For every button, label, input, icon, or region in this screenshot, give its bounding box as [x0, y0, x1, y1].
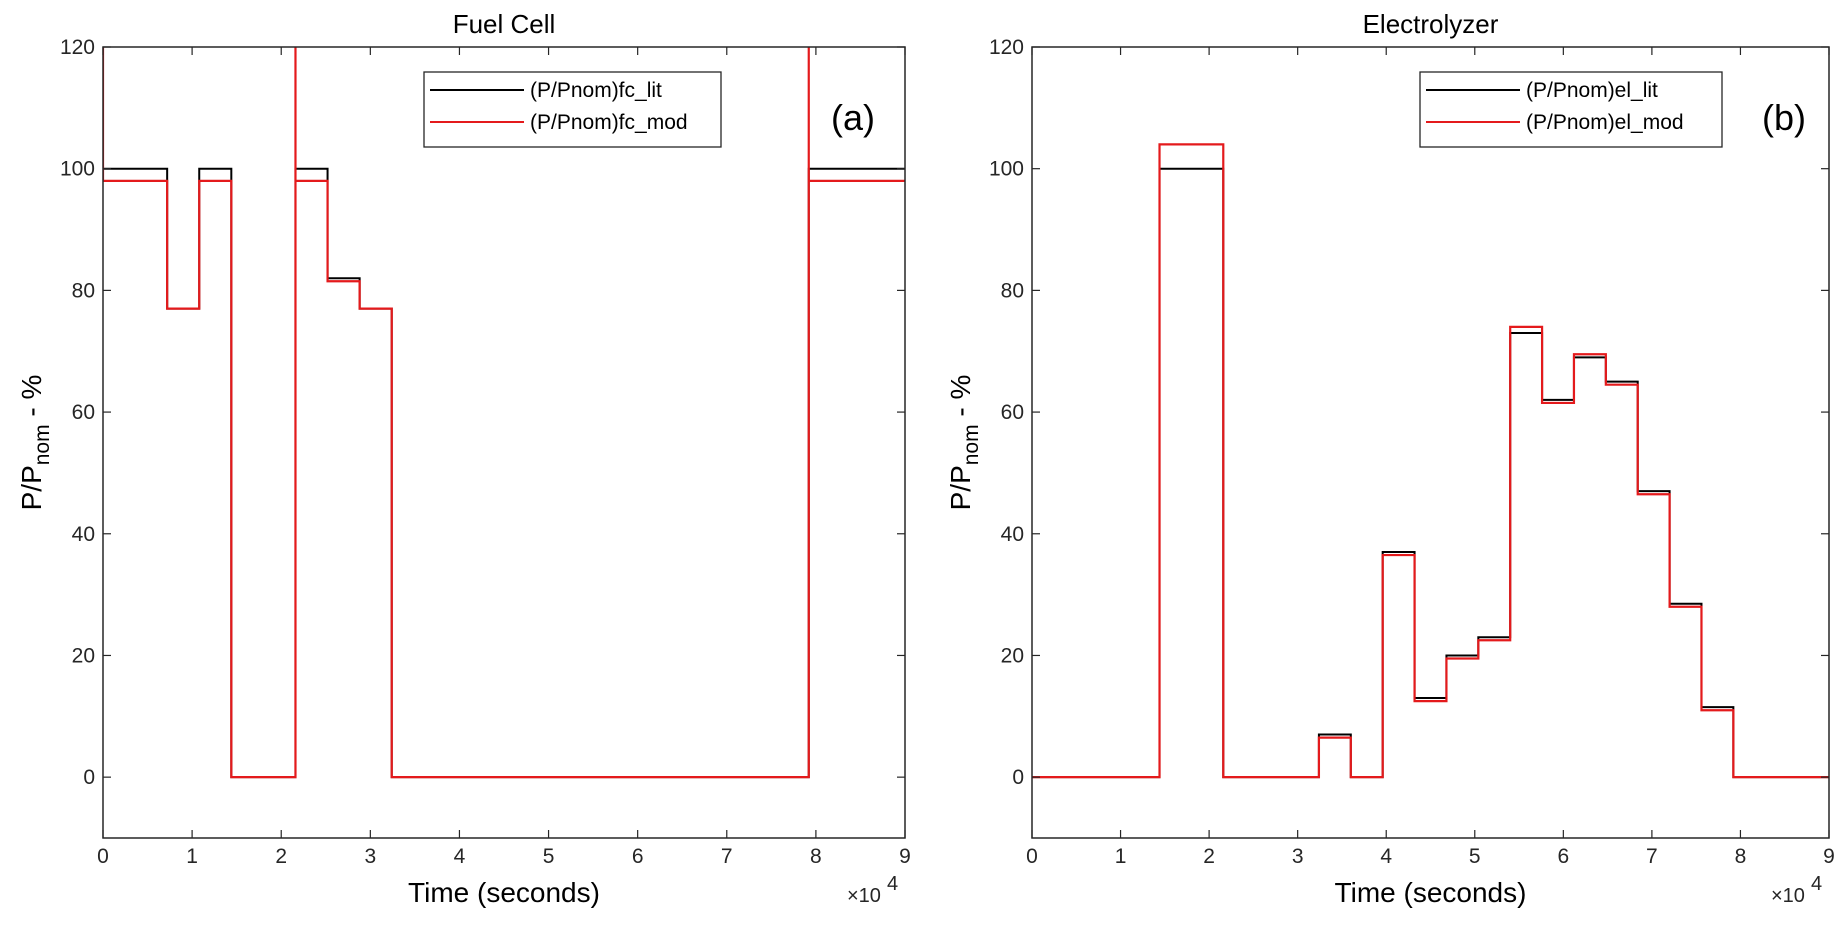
- x-multiplier: ×10: [847, 885, 881, 907]
- axes-box: [102, 46, 906, 839]
- y-tick-label: 0: [83, 766, 95, 789]
- legend-box: [423, 71, 722, 148]
- y-tick-label: 60: [1001, 401, 1024, 424]
- y-tick-label: 80: [1001, 279, 1024, 302]
- x-tick-label: 7: [721, 845, 733, 868]
- y-tick-label: 120: [60, 36, 95, 59]
- panel-label: (b): [1762, 97, 1806, 138]
- fc-series-mod-line: [103, 47, 905, 779]
- legend-label: (P/Pnom)el_mod: [1526, 111, 1684, 134]
- y-axis-label-tail: - %: [16, 375, 47, 425]
- y-axis-label-subscript: nom: [960, 424, 983, 465]
- x-tick-label: 2: [1203, 845, 1215, 868]
- y-tick-label: 120: [989, 36, 1024, 59]
- y-axis-label-main: P/P: [945, 465, 976, 510]
- y-axis-label: P/Pnom - %: [945, 375, 983, 511]
- x-tick-label: 2: [275, 845, 287, 868]
- y-tick-label: 60: [72, 401, 95, 424]
- chart-title: Electrolyzer: [1363, 9, 1499, 39]
- electrolyzer-panel: 0 1 2 3 4 5 6 7 8 9 0 20 40 60 80 100 120 Electrolyzer Tim…: [945, 9, 1835, 908]
- x-tick-label: 5: [1469, 845, 1481, 868]
- x-tick-label: 6: [632, 845, 644, 868]
- y-tick-label: 40: [72, 523, 95, 546]
- y-tick-label: 0: [1012, 766, 1024, 789]
- y-tick-label: 100: [60, 158, 95, 181]
- y-tick-label: 20: [1001, 644, 1024, 667]
- x-tick-label: 4: [454, 845, 466, 868]
- legend-label: (P/Pnom)el_lit: [1526, 79, 1658, 102]
- y-axis-label-tail: - %: [945, 375, 976, 425]
- y-axis-label: P/Pnom - %: [16, 375, 54, 511]
- x-tick-label: 8: [1735, 845, 1747, 868]
- x-tick-label: 3: [1292, 845, 1304, 868]
- x-tick-label: 7: [1646, 845, 1658, 868]
- series-group: [103, 47, 905, 779]
- legend-label: (P/Pnom)fc_lit: [530, 79, 662, 102]
- x-tick-label: 1: [1115, 845, 1127, 868]
- y-tick-label: 80: [72, 279, 95, 302]
- x-multiplier: ×10: [1771, 885, 1805, 907]
- y-tick-label: 40: [1001, 523, 1024, 546]
- y-axis-label-subscript: nom: [31, 424, 54, 465]
- x-tick-label: 9: [1823, 845, 1835, 868]
- plot-area: [103, 47, 905, 838]
- x-tick-label: 5: [543, 845, 555, 868]
- x-tick-label: 0: [97, 845, 109, 868]
- legend: (P/Pnom)fc_lit (P/Pnom)fc_mod: [423, 71, 722, 148]
- x-multiplier-exponent: 4: [1811, 873, 1822, 895]
- y-tick-label: 100: [989, 158, 1024, 181]
- legend: (P/Pnom)el_lit (P/Pnom)el_mod: [1419, 71, 1723, 148]
- y-tick-label: 20: [72, 644, 95, 667]
- x-axis-label: Time (seconds): [1335, 877, 1527, 908]
- legend-box: [1419, 71, 1723, 148]
- axes-box: [1031, 46, 1830, 839]
- x-tick-label: 6: [1557, 845, 1569, 868]
- x-axis-label: Time (seconds): [408, 877, 600, 908]
- fuel-cell-panel: 0 1 2 3 4 5 6 7 8 9 0 20 40 60 80 100 120 Fuel Cell Time (…: [16, 9, 911, 908]
- el-series-mod-line: [1032, 143, 1829, 779]
- x-tick-label: 3: [364, 845, 376, 868]
- chart-title: Fuel Cell: [453, 9, 556, 39]
- x-tick-label: 8: [810, 845, 822, 868]
- panel-label: (a): [831, 97, 875, 138]
- legend-label: (P/Pnom)fc_mod: [530, 111, 688, 134]
- x-tick-label: 4: [1380, 845, 1392, 868]
- x-tick-label: 9: [899, 845, 911, 868]
- x-tick-label: 0: [1026, 845, 1038, 868]
- x-multiplier-exponent: 4: [887, 873, 898, 895]
- series-group: [1032, 143, 1829, 779]
- y-axis-label-main: P/P: [16, 465, 47, 510]
- x-tick-label: 1: [186, 845, 198, 868]
- plot-area: [1032, 47, 1829, 838]
